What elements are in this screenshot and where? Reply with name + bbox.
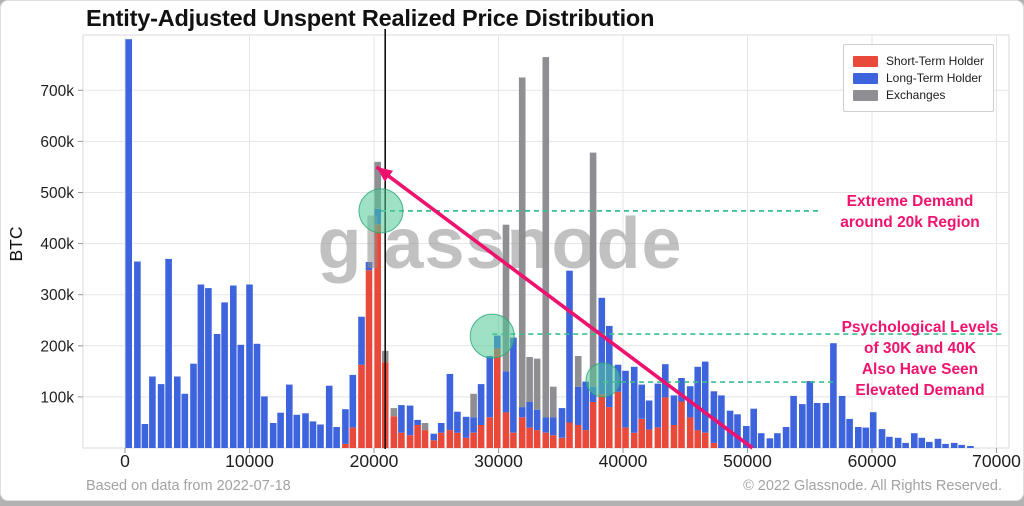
data-date-caption: Based on data from 2022-07-18 bbox=[86, 478, 291, 494]
short-term-holder-swatch-icon bbox=[853, 55, 878, 67]
svg-text:50000: 50000 bbox=[723, 451, 772, 471]
svg-text:20000: 20000 bbox=[350, 451, 399, 471]
svg-text:60000: 60000 bbox=[848, 451, 897, 471]
chart-title: Entity-Adjusted Unspent Realized Price D… bbox=[86, 5, 655, 31]
svg-text:0: 0 bbox=[120, 451, 130, 471]
legend-item-long-term-holder: Long-Term Holder bbox=[853, 71, 984, 85]
demand-trend-arrow bbox=[375, 165, 754, 450]
highlight-circles bbox=[358, 188, 621, 398]
svg-text:10000: 10000 bbox=[225, 451, 274, 471]
stacked-bars bbox=[125, 39, 974, 448]
svg-text:70000: 70000 bbox=[972, 451, 1021, 471]
exchanges-swatch-icon bbox=[853, 89, 878, 101]
svg-text:500k: 500k bbox=[40, 185, 74, 202]
legend-item-short-term-holder: Short-Term Holder bbox=[853, 54, 984, 68]
svg-text:30000: 30000 bbox=[474, 451, 523, 471]
annotation-extreme-demand: Extreme Demand around 20k Region bbox=[840, 193, 980, 231]
axis-labels: 0 10000 20000 30000 40000 50000 60000 70000 100k… bbox=[6, 83, 1021, 471]
legend-label: Short-Term Holder bbox=[886, 54, 985, 68]
svg-text:400k: 400k bbox=[40, 236, 74, 253]
demand-level-dashed-lines bbox=[380, 210, 1006, 383]
y-axis-label: BTC bbox=[6, 227, 26, 262]
svg-text:40000: 40000 bbox=[599, 451, 648, 471]
long-term-holder-swatch-icon bbox=[853, 72, 878, 84]
annotation-psychological-levels: Psychological Levels of 30K and 40K Also… bbox=[841, 319, 999, 399]
svg-text:200k: 200k bbox=[40, 338, 74, 355]
legend-label: Long-Term Holder bbox=[886, 71, 983, 85]
svg-text:600k: 600k bbox=[40, 134, 74, 151]
copyright-caption: © 2022 Glassnode. All Rights Reserved. bbox=[743, 478, 1002, 494]
legend-label: Exchanges bbox=[886, 88, 946, 102]
svg-text:300k: 300k bbox=[40, 287, 74, 304]
svg-text:700k: 700k bbox=[40, 83, 74, 100]
svg-text:100k: 100k bbox=[40, 389, 74, 406]
chart-legend: Short-Term Holder Long-Term Holder Excha… bbox=[843, 44, 995, 112]
legend-item-exchanges: Exchanges bbox=[853, 88, 984, 102]
